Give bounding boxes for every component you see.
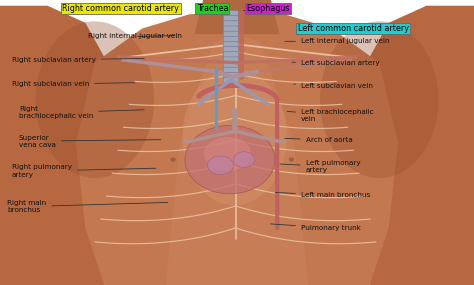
Text: Trachea: Trachea [197, 4, 228, 13]
FancyBboxPatch shape [223, 62, 238, 68]
Ellipse shape [204, 137, 251, 171]
Ellipse shape [233, 152, 255, 167]
Ellipse shape [320, 21, 438, 178]
FancyBboxPatch shape [223, 67, 238, 73]
Text: Left subclavian artery: Left subclavian artery [292, 60, 380, 66]
Polygon shape [166, 34, 308, 285]
Polygon shape [76, 11, 398, 285]
Ellipse shape [170, 157, 176, 162]
FancyBboxPatch shape [223, 16, 238, 21]
FancyBboxPatch shape [223, 11, 238, 16]
Text: Right subclavian artery: Right subclavian artery [12, 57, 144, 63]
Text: Esophagus: Esophagus [246, 4, 290, 13]
Text: Left common carotid artery: Left common carotid artery [298, 24, 409, 33]
Text: Right subclavian vein: Right subclavian vein [12, 81, 135, 87]
Text: Arch of aorta: Arch of aorta [285, 137, 353, 143]
FancyBboxPatch shape [223, 57, 238, 62]
Ellipse shape [208, 156, 233, 174]
Text: Left internal jugular vein: Left internal jugular vein [285, 38, 390, 44]
Ellipse shape [185, 125, 275, 194]
Text: Right pulmonary
artery: Right pulmonary artery [12, 164, 156, 178]
Text: Right internal jugular vein: Right internal jugular vein [88, 33, 182, 40]
FancyBboxPatch shape [223, 21, 238, 26]
Text: Superior
vena cava: Superior vena cava [19, 135, 161, 148]
FancyBboxPatch shape [223, 72, 238, 78]
FancyBboxPatch shape [223, 52, 238, 57]
Polygon shape [194, 0, 280, 34]
Text: Pulmonary trunk: Pulmonary trunk [271, 224, 361, 231]
FancyBboxPatch shape [223, 41, 238, 47]
Ellipse shape [36, 21, 154, 178]
Text: Left pulmonary
artery: Left pulmonary artery [280, 160, 360, 173]
Text: Right common carotid artery: Right common carotid artery [63, 4, 179, 13]
FancyBboxPatch shape [223, 36, 238, 42]
FancyBboxPatch shape [223, 78, 238, 83]
Polygon shape [0, 6, 142, 285]
Ellipse shape [289, 157, 294, 162]
Text: Left subclavian vein: Left subclavian vein [294, 82, 373, 89]
Text: Left main bronchus: Left main bronchus [275, 192, 370, 198]
Ellipse shape [182, 68, 287, 205]
Text: Left brachiocephalic
vein: Left brachiocephalic vein [287, 109, 374, 122]
Polygon shape [332, 6, 474, 285]
Text: Right main
bronchus: Right main bronchus [7, 200, 168, 213]
Text: Right
brachiocephalic vein: Right brachiocephalic vein [19, 106, 144, 119]
FancyBboxPatch shape [223, 31, 238, 36]
FancyBboxPatch shape [223, 26, 238, 31]
FancyBboxPatch shape [223, 47, 238, 52]
